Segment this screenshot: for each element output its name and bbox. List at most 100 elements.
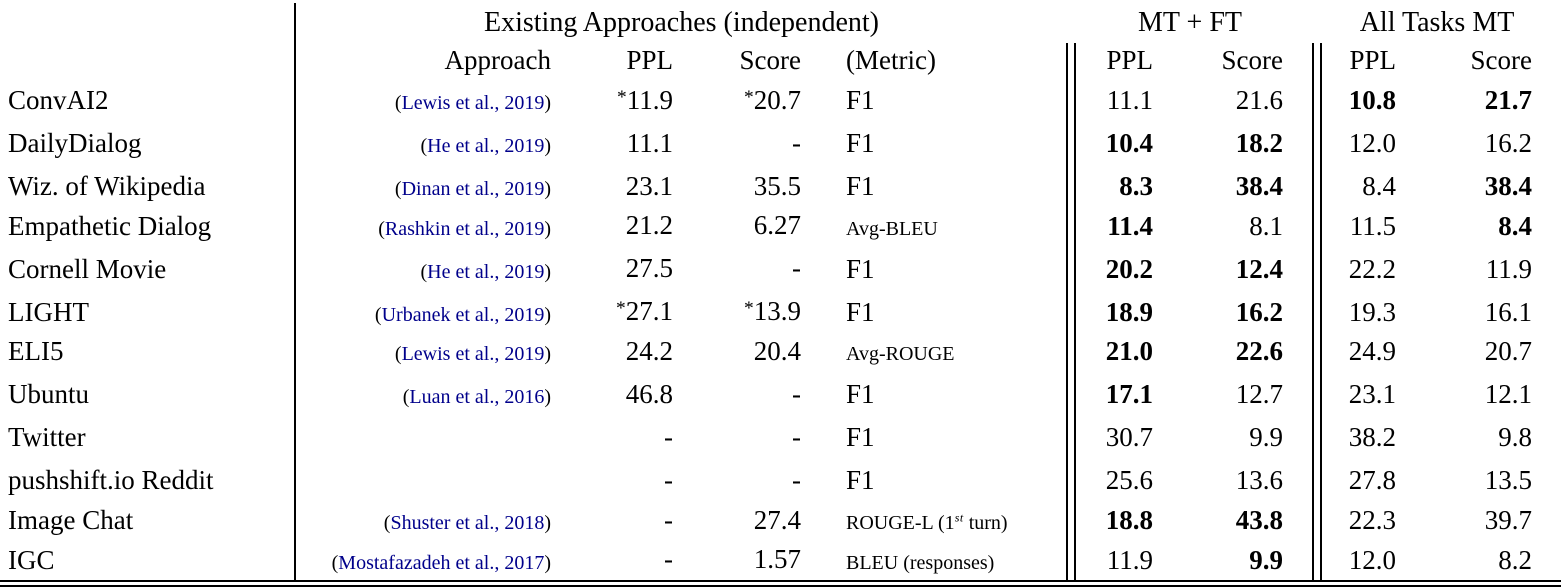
mtft-ppl-number: 11.4	[1107, 210, 1154, 241]
metric-text: Avg-ROUGE	[846, 343, 955, 366]
allmt-ppl-number: 22.2	[1348, 253, 1397, 284]
metric-text: Avg-BLEU	[846, 217, 938, 240]
score-number: 35.5	[753, 171, 801, 201]
mtft-score-number: 9.9	[1249, 544, 1284, 575]
col-header-score: Score	[739, 45, 801, 75]
group-header-mt-ft: MT + FT	[1138, 7, 1242, 38]
group-header-existing-approaches: Existing Approaches (independent)	[484, 7, 880, 38]
allmt-score-value: 16.1	[1398, 289, 1561, 332]
approach-cell: (Dinan et al., 2019)	[295, 163, 555, 206]
existing-score-value: *20.7	[673, 77, 803, 120]
group-header-row: Existing Approaches (independent) MT + F…	[0, 3, 1561, 43]
allmt-score-number: 38.4	[1484, 171, 1533, 201]
sub-header-row: Approach PPL Score (Metric) PPL Score PP…	[0, 43, 1561, 77]
metric-cell: F1	[803, 163, 1067, 206]
citation-link[interactable]: (Mostafazadeh et al., 2017)	[332, 552, 551, 574]
mtft-score-value: 12.4	[1155, 246, 1313, 289]
approach-cell: ()	[295, 457, 555, 500]
allmt-ppl-value: 27.8	[1312, 457, 1399, 501]
metric-text: F1	[846, 253, 875, 284]
citation-paren-open: (	[383, 511, 391, 534]
allmt-ppl-number: 12.0	[1348, 544, 1397, 575]
existing-ppl-value: 23.1	[555, 163, 673, 206]
mtft-ppl-value: 10.4	[1066, 120, 1156, 163]
allmt-score-value: 12.1	[1398, 371, 1561, 414]
col-header-approach: Approach	[444, 45, 551, 75]
ppl-star: *	[617, 86, 627, 108]
citation-link[interactable]: (Luan et al., 2016)	[403, 386, 551, 408]
allmt-ppl-value: 38.2	[1312, 414, 1399, 458]
mtft-ppl-value: 30.7	[1066, 414, 1156, 458]
mtft-score-number: 13.6	[1235, 465, 1284, 496]
mtft-ppl-value: 11.1	[1066, 77, 1156, 120]
task-name: ELI5	[0, 331, 296, 372]
approach-cell: (Shuster et al., 2018)	[295, 500, 555, 540]
approach-cell: (Luan et al., 2016)	[295, 371, 555, 414]
allmt-score-value: 20.7	[1398, 332, 1561, 372]
table-body: ConvAI2 (Lewis et al., 2019) *11.9 *20.7…	[0, 77, 1561, 584]
approach-cell: (Rashkin et al., 2019)	[295, 206, 555, 246]
allmt-ppl-number: 23.1	[1348, 379, 1397, 410]
existing-ppl-value: -	[555, 457, 673, 500]
allmt-ppl-number: 24.9	[1348, 336, 1397, 367]
group-header-all-tasks-mt: All Tasks MT	[1359, 7, 1515, 38]
table-row: Cornell Movie (He et al., 2019) 27.5 - F…	[0, 245, 1561, 289]
score-number: 20.7	[753, 85, 801, 115]
allmt-ppl-value: 12.0	[1312, 539, 1399, 584]
allmt-score-number: 8.4	[1498, 210, 1533, 241]
metric-label: F1	[846, 171, 875, 201]
citation-link[interactable]: (He et al., 2019)	[420, 135, 551, 157]
allmt-score-number: 11.9	[1485, 253, 1533, 284]
table-row: Twitter () - - F1 30.7 9.9 38.2 9.8	[0, 414, 1561, 458]
allmt-score-number: 12.1	[1484, 379, 1533, 410]
mtft-ppl-value: 18.8	[1066, 500, 1156, 540]
metric-label: F1	[846, 422, 875, 452]
citation-link[interactable]: (Urbanek et al., 2019)	[375, 304, 551, 326]
metric-text: F1	[846, 422, 875, 453]
mtft-score-number: 16.2	[1235, 296, 1284, 327]
mtft-score-number: 43.8	[1235, 504, 1284, 535]
mtft-ppl-number: 20.2	[1105, 253, 1154, 284]
ppl-number: -	[664, 544, 673, 575]
allmt-ppl-number: 10.8	[1348, 85, 1397, 115]
citation-paren-open: (	[402, 386, 410, 409]
citation-paren-open: (	[331, 551, 339, 574]
allmt-ppl-value: 19.3	[1312, 288, 1399, 332]
mtft-ppl-value: 18.9	[1066, 288, 1156, 332]
mtft-score-value: 9.9	[1155, 540, 1313, 583]
metric-label: BLEU (responses)	[846, 552, 994, 574]
score-number: -	[792, 379, 801, 410]
citation-text: Mostafazadeh et al., 2017	[338, 551, 545, 574]
citation-link[interactable]: (He et al., 2019)	[420, 261, 551, 283]
citation-text: He et al., 2019	[427, 135, 545, 157]
col-header-ppl: PPL	[626, 45, 673, 75]
mtft-ppl-value: 20.2	[1066, 245, 1156, 289]
citation-paren-open: (	[378, 217, 385, 240]
mtft-score-number: 8.1	[1249, 210, 1284, 241]
score-number: -	[792, 465, 801, 496]
allmt-score-number: 21.7	[1484, 85, 1533, 115]
metric-label: F1	[846, 128, 875, 158]
ppl-number: 46.8	[625, 379, 673, 410]
citation-link[interactable]: (Lewis et al., 2019)	[395, 92, 551, 114]
existing-score-value: *13.9	[673, 289, 803, 332]
mtft-score-value: 12.7	[1155, 371, 1313, 414]
metric-cell: F1	[803, 120, 1067, 163]
ppl-number: -	[664, 465, 673, 496]
allmt-ppl-number: 27.8	[1348, 465, 1397, 496]
mtft-score-number: 38.4	[1235, 171, 1284, 201]
citation-link[interactable]: (Rashkin et al., 2019)	[378, 218, 551, 240]
metric-text: F1	[846, 85, 875, 115]
citation-link[interactable]: (Shuster et al., 2018)	[384, 512, 551, 534]
allmt-score-value: 21.7	[1398, 77, 1561, 120]
citation-link[interactable]: (Lewis et al., 2019)	[395, 343, 551, 365]
allmt-ppl-value: 10.8	[1312, 77, 1399, 120]
citation-link[interactable]: (Dinan et al., 2019)	[395, 178, 551, 200]
citation-text: Lewis et al., 2019	[401, 343, 545, 366]
existing-score-value: 27.4	[673, 500, 803, 540]
mtft-score-value: 13.6	[1155, 457, 1313, 500]
approach-cell: (Urbanek et al., 2019)	[295, 289, 555, 332]
ppl-number: 21.2	[625, 210, 673, 241]
citation-text: Shuster et al., 2018	[390, 511, 545, 534]
metric-label: F1	[846, 465, 875, 495]
